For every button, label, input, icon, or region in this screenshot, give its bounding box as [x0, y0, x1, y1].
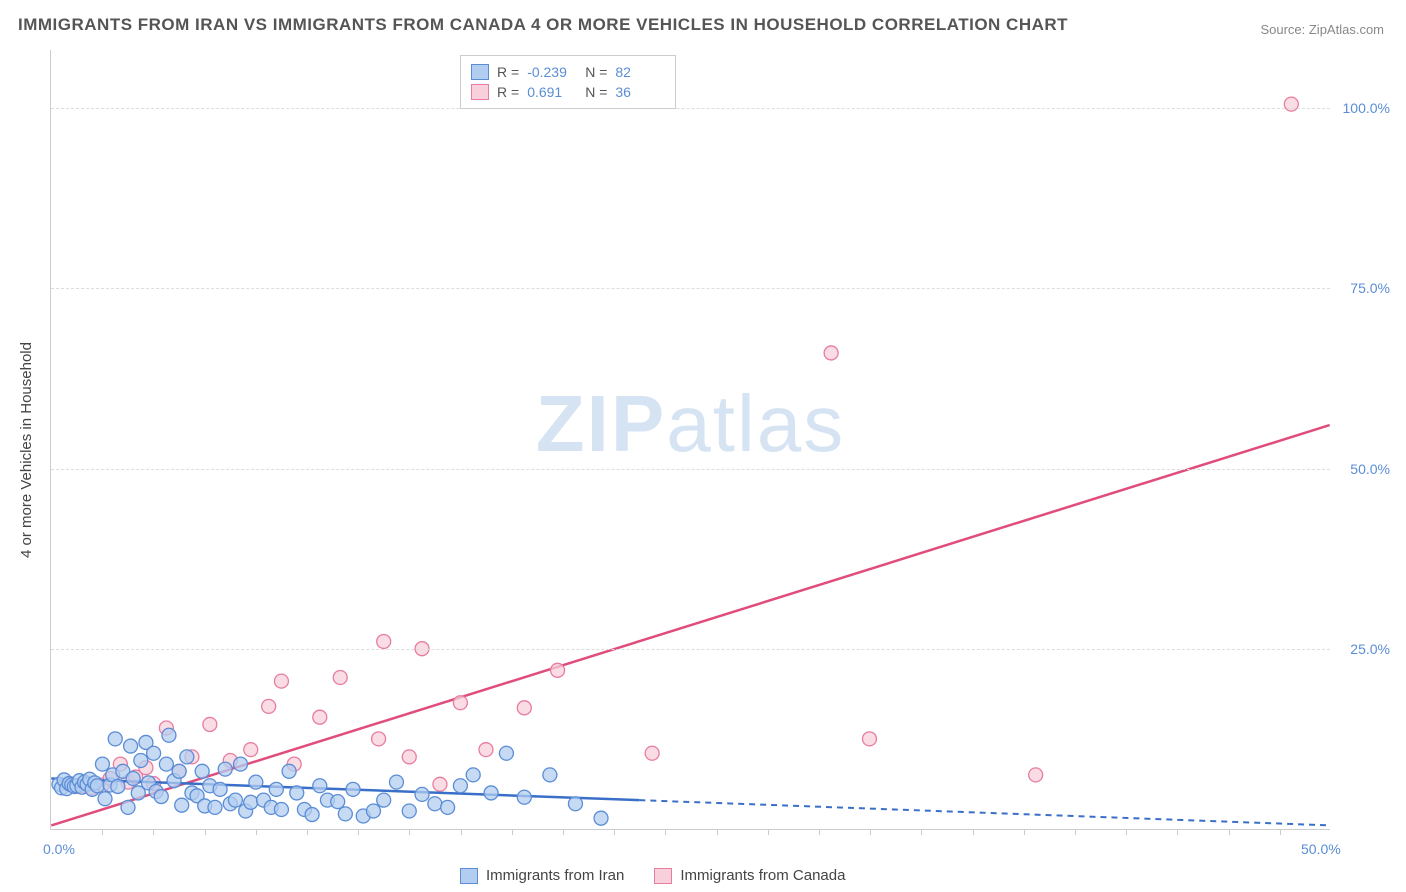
chart-plot-area: ZIPatlas 25.0%50.0%75.0%100.0%0.0%50.0%	[50, 50, 1330, 830]
xtick-mark	[717, 829, 718, 835]
legend-stat-row: R = -0.239 N = 82	[471, 62, 665, 82]
legend-bottom-item: Immigrants from Canada	[654, 867, 845, 884]
legend-swatch	[460, 868, 478, 884]
legend-swatch	[471, 64, 489, 80]
legend-R-value: 0.691	[527, 84, 577, 100]
chart-title: IMMIGRANTS FROM IRAN VS IMMIGRANTS FROM …	[18, 15, 1068, 35]
legend-swatch	[471, 84, 489, 100]
xtick-mark	[665, 829, 666, 835]
gridline-h	[51, 108, 1330, 109]
xtick-mark	[102, 829, 103, 835]
legend-series-label: Immigrants from Iran	[486, 867, 624, 884]
ytick-label: 25.0%	[1350, 641, 1390, 657]
y-axis-label: 4 or more Vehicles in Household	[18, 342, 35, 558]
legend-N-value: 36	[615, 84, 665, 100]
legend-stat-row: R = 0.691 N = 36	[471, 82, 665, 102]
xtick-mark	[307, 829, 308, 835]
xtick-mark	[153, 829, 154, 835]
source-label: Source: ZipAtlas.com	[1260, 22, 1384, 37]
xtick-label: 0.0%	[43, 841, 75, 857]
ytick-label: 50.0%	[1350, 461, 1390, 477]
legend-N-label: N =	[585, 64, 607, 80]
xtick-mark	[1126, 829, 1127, 835]
xtick-mark	[1229, 829, 1230, 835]
xtick-mark	[409, 829, 410, 835]
xtick-mark	[614, 829, 615, 835]
ytick-label: 75.0%	[1350, 280, 1390, 296]
legend-bottom: Immigrants from Iran Immigrants from Cana…	[460, 867, 845, 884]
gridline-h	[51, 469, 1330, 470]
xtick-mark	[1177, 829, 1178, 835]
xtick-mark	[819, 829, 820, 835]
legend-R-label: R =	[497, 64, 519, 80]
xtick-mark	[1280, 829, 1281, 835]
xtick-mark	[870, 829, 871, 835]
gridline-h	[51, 288, 1330, 289]
xtick-mark	[1075, 829, 1076, 835]
xtick-mark	[563, 829, 564, 835]
legend-series-label: Immigrants from Canada	[680, 867, 845, 884]
xtick-mark	[256, 829, 257, 835]
legend-R-value: -0.239	[527, 64, 577, 80]
ytick-label: 100.0%	[1343, 100, 1390, 116]
xtick-mark	[205, 829, 206, 835]
legend-R-label: R =	[497, 84, 519, 100]
xtick-mark	[1024, 829, 1025, 835]
legend-swatch	[654, 868, 672, 884]
scatter-svg	[51, 50, 1330, 829]
xtick-mark	[768, 829, 769, 835]
xtick-label: 50.0%	[1301, 841, 1341, 857]
gridline-h	[51, 649, 1330, 650]
xtick-mark	[461, 829, 462, 835]
xtick-mark	[921, 829, 922, 835]
legend-bottom-item: Immigrants from Iran	[460, 867, 624, 884]
legend-stats: R = -0.239 N = 82 R = 0.691 N = 36	[460, 55, 676, 109]
legend-N-label: N =	[585, 84, 607, 100]
legend-N-value: 82	[615, 64, 665, 80]
xtick-mark	[512, 829, 513, 835]
xtick-mark	[358, 829, 359, 835]
xtick-mark	[973, 829, 974, 835]
